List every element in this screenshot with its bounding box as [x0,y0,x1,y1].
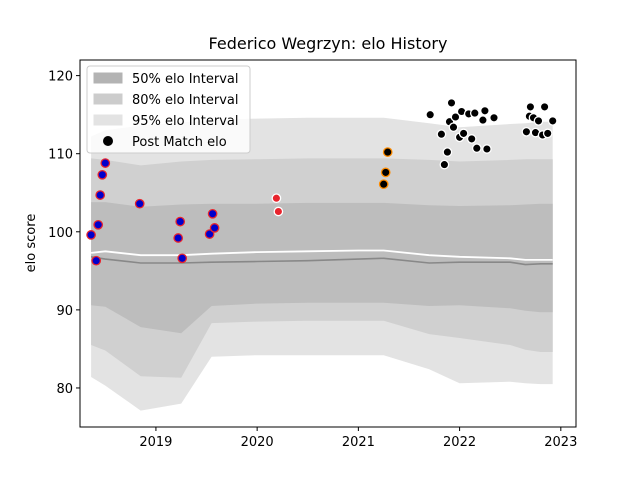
legend-label-3: Post Match elo [132,135,227,150]
elo-point-s3-12 [466,134,477,144]
elo-point-s3-1 [436,129,447,140]
elo-point-s0-3 [95,190,106,200]
elo-point-s3-27 [542,128,553,139]
elo-point-s0-4 [97,169,108,180]
elo-point-s3-0 [425,109,436,120]
elo-point-s3-17 [482,144,492,154]
elo-point-s0-9 [177,253,188,264]
y-tick-label-120: 120 [48,70,73,85]
elo-point-s3-13 [469,108,480,118]
elo-point-s0-11 [207,208,218,219]
x-tick-label-2021: 2021 [342,435,375,450]
chart-title: Federico Wegrzyn: elo History [209,34,448,53]
y-tick-label-90: 90 [56,304,73,319]
elo-point-s3-24 [533,116,544,126]
elo-point-s0-0 [86,230,96,240]
elo-point-s3-19 [521,126,532,137]
legend-label-1: 80% elo Interval [132,93,239,108]
elo-point-s0-2 [93,219,104,230]
y-axis-label: elo score [24,214,39,273]
trend-lines [90,249,553,266]
post-match-points [86,98,558,266]
elo-point-s3-10 [458,128,469,139]
elo-point-s3-2 [439,159,450,170]
elo-point-s3-26 [539,102,550,112]
elo-point-s0-10 [204,229,215,239]
elo-point-s1-0 [271,193,282,204]
legend-marker-3 [103,136,113,146]
elo-point-s3-28 [547,116,558,126]
legend-swatch-0 [93,72,123,84]
elo-point-s2-2 [382,147,393,157]
legend-box [86,65,251,154]
elo-point-s3-5 [446,98,457,108]
x-tick-label-2020: 2020 [241,435,274,450]
elo-point-s3-6 [448,122,459,133]
elo-point-s3-3 [442,147,453,157]
elo-point-s0-8 [175,216,186,227]
y-tick-label-110: 110 [48,148,73,163]
elo-point-s2-1 [380,167,391,178]
y-tick-label-80: 80 [56,382,73,397]
legend-label-0: 50% elo Interval [132,72,239,87]
elo-point-s3-14 [471,143,482,154]
elo-point-s3-16 [480,105,490,116]
elo-point-s3-21 [525,102,536,112]
elo-point-s0-12 [209,223,220,233]
elo-point-s0-1 [91,255,102,266]
mean-line [90,249,553,261]
elo-point-s0-7 [173,233,184,243]
median-line [90,256,553,266]
x-tick-label-2022: 2022 [443,435,476,450]
plot-area-frame [79,59,577,428]
legend-label-2: 95% elo Interval [132,114,239,129]
elo-point-s0-5 [100,158,111,168]
legend-swatch-1 [93,93,123,105]
x-tick-label-2023: 2023 [544,435,577,450]
y-tick-label-100: 100 [48,226,73,241]
legend-swatch-2 [93,114,123,126]
elo-point-s1-1 [273,206,284,217]
elo-point-s3-7 [450,112,461,122]
elo-point-s2-0 [378,179,389,190]
axis-ticks: 2019 2020 2021 2022 2023 80 90 100 110 120 [48,70,577,450]
x-tick-label-2019: 2019 [139,435,172,450]
elo-point-s3-15 [478,115,488,125]
legend: 50% elo Interval 80% elo Interval 95% elo … [86,65,251,154]
elo-point-s3-18 [489,112,499,123]
interval-bands [91,117,553,411]
elo-point-s0-6 [134,198,145,209]
